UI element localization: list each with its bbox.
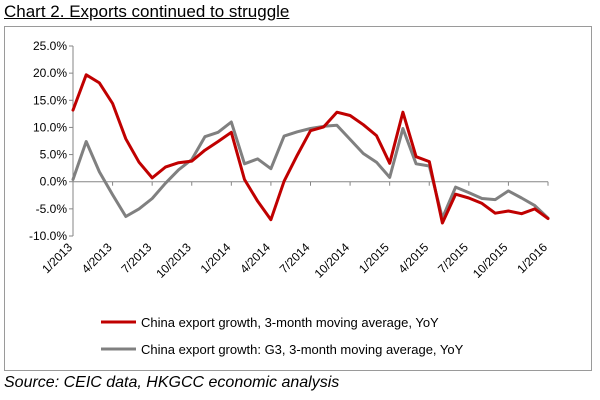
- x-tick-label: 4/2014: [237, 240, 273, 276]
- x-tick-label: 10/2014: [312, 240, 353, 281]
- x-tick-label: 10/2013: [153, 240, 194, 281]
- y-tick-label: 5.0%: [40, 148, 68, 162]
- y-tick-label: -5.0%: [36, 202, 68, 216]
- x-tick-label: 10/2015: [470, 240, 511, 281]
- plot-background: [73, 46, 548, 236]
- chart-title: Chart 2. Exports continued to struggle: [4, 2, 290, 21]
- y-tick-label: 0.0%: [40, 175, 68, 189]
- x-tick-label: 7/2013: [118, 240, 154, 276]
- y-tick-label: 25.0%: [33, 39, 67, 53]
- series-line: [71, 120, 550, 220]
- x-tick-label: 7/2014: [277, 240, 313, 276]
- y-tick-label: 10.0%: [33, 120, 67, 134]
- legend-label: China export growth: G3, 3-month moving …: [141, 342, 464, 357]
- x-tick-label: 4/2015: [396, 240, 432, 276]
- x-tick-label: 7/2015: [435, 240, 471, 276]
- y-axis: 25.0% 20.0% 15.0% 10.0% 5.0% 0.0% -5.0% -10.0%: [29, 39, 74, 243]
- legend-label: China export growth, 3-month moving aver…: [141, 315, 439, 330]
- series-lines: [71, 73, 550, 225]
- chart-source: Source: CEIC data, HKGCC economic analys…: [4, 374, 340, 391]
- y-tick-label: 20.0%: [33, 66, 67, 80]
- chart-frame: [4, 26, 592, 371]
- x-tick-label: 1/2014: [198, 240, 234, 276]
- series-line: [71, 73, 550, 225]
- legend: China export growth, 3-month moving aver…: [101, 315, 464, 357]
- plot-area: [73, 46, 548, 236]
- x-tick-label: 1/2016: [514, 240, 550, 276]
- y-tick-label: 15.0%: [33, 93, 67, 107]
- x-tick-label: 4/2013: [79, 240, 115, 276]
- x-tick-label: 1/2015: [356, 240, 392, 276]
- y-tick-label: -10.0%: [29, 229, 67, 243]
- x-tick-label: 1/2013: [39, 240, 75, 276]
